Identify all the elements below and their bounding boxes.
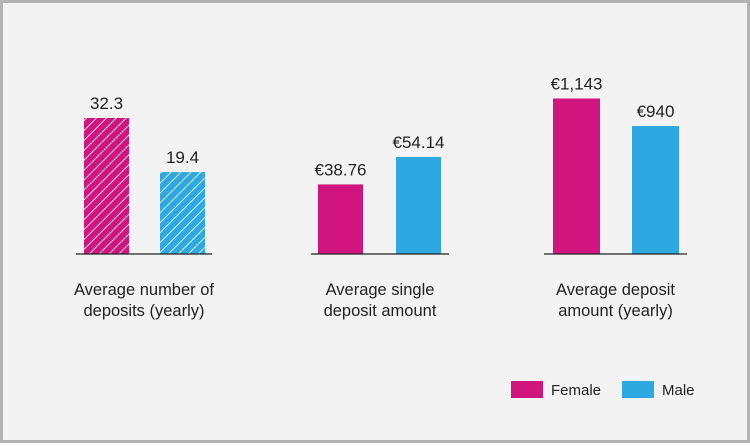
bar-female: [318, 184, 363, 254]
x-axis-label: deposit amount: [324, 302, 437, 320]
data-label-female: 32.3: [90, 94, 123, 113]
chart-panel-2: €38.76 €54.14 Average single deposit amount: [311, 133, 449, 320]
bar-male: [396, 157, 441, 254]
bar-female: [84, 118, 129, 254]
data-label-female: €38.76: [315, 160, 367, 179]
data-label-female: €1,143: [551, 75, 603, 94]
data-label-male: €940: [637, 102, 675, 121]
legend-label-female: Female: [551, 382, 601, 399]
chart-svg: 32.3 19.4 Average number of deposits (yearl…: [74, 75, 695, 400]
x-axis-label: deposits (yearly): [83, 302, 204, 320]
x-axis-label: Average single: [326, 281, 435, 299]
x-axis-label: amount (yearly): [558, 302, 673, 320]
legend-label-male: Male: [662, 382, 695, 399]
x-axis-label: Average number of: [74, 281, 214, 299]
chart-panel-3: €1,143 €940 Average deposit amount (yearly): [544, 75, 687, 320]
bar-male: [632, 126, 679, 254]
x-axis-label: Average deposit: [556, 281, 675, 299]
data-label-male: €54.14: [393, 133, 445, 152]
legend-swatch-male: [622, 381, 654, 398]
chart-panel-1: 32.3 19.4 Average number of deposits (yearl…: [74, 94, 214, 320]
legend-swatch-female: [511, 381, 543, 398]
data-label-male: 19.4: [166, 148, 199, 167]
bar-female: [553, 98, 600, 254]
bar-male: [160, 172, 205, 254]
legend: Female Male: [511, 381, 695, 399]
